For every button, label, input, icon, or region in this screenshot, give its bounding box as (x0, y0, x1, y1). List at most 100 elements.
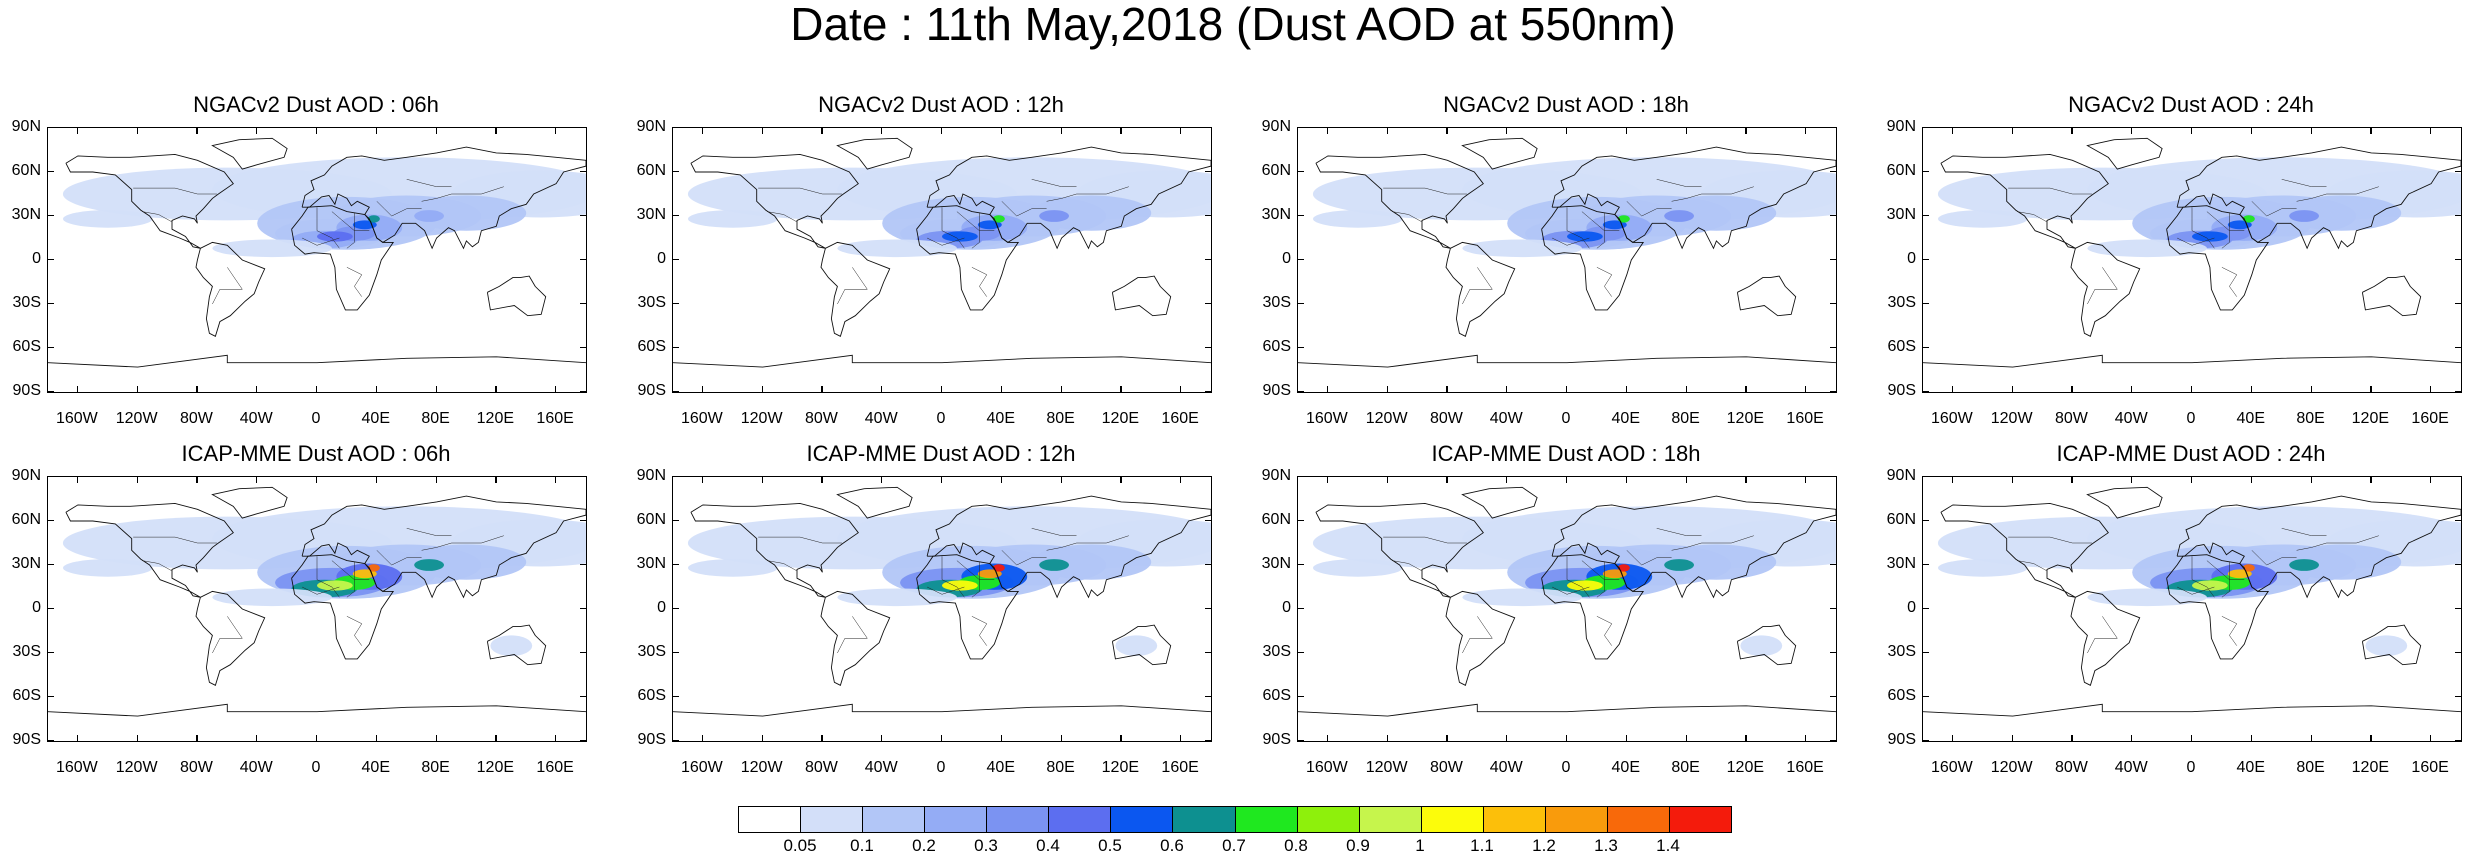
lat-label: 90N (11, 467, 41, 484)
dust-aod-contour (1115, 635, 1158, 656)
coastline (48, 703, 586, 717)
lon-tick (495, 386, 497, 393)
dust-aod-contour (1462, 239, 1582, 258)
lon-tick (1745, 127, 1747, 134)
lon-tick (316, 127, 318, 134)
lat-label: 30S (1262, 294, 1291, 311)
dust-aod-contour (63, 559, 153, 577)
lat-label: 60N (11, 162, 41, 179)
panel-title: ICAP-MME Dust AOD : 24h (2056, 441, 2326, 466)
lon-tick (941, 386, 943, 393)
lon-tick (1386, 127, 1388, 134)
lat-tick (47, 171, 54, 173)
dust-aod-contour (992, 564, 1005, 572)
lon-label: 40W (864, 759, 898, 776)
lat-tick (672, 564, 679, 566)
lat-tick (1297, 391, 1304, 393)
country-border (1656, 528, 1702, 536)
country-border (133, 536, 217, 544)
lat-tick (580, 391, 587, 393)
lon-tick (196, 476, 198, 483)
dust-aod-contour (1617, 564, 1630, 572)
lat-tick (1297, 696, 1304, 698)
lon-tick (2250, 127, 2252, 134)
coastline (1315, 153, 1484, 249)
lon-label: 120E (2351, 759, 2390, 776)
colorbar-box (1235, 807, 1298, 832)
country-border (941, 207, 965, 249)
lon-label: 40E (2236, 759, 2265, 776)
lat-label: 60N (11, 511, 41, 528)
lon-label: 120W (740, 410, 783, 427)
lat-tick (2455, 696, 2462, 698)
country-border (1462, 267, 1493, 305)
coastline (1923, 703, 2461, 717)
lat-tick (2455, 171, 2462, 173)
coastline (301, 146, 586, 250)
lon-tick (375, 386, 377, 393)
coastline (1461, 137, 1538, 170)
colorbar (738, 806, 1732, 833)
country-border (971, 616, 988, 646)
lon-tick (1951, 735, 1954, 742)
lat-tick (1922, 608, 1929, 610)
lat-label: 0 (1282, 250, 1291, 267)
country-border (2087, 616, 2118, 654)
lon-tick (1180, 476, 1182, 483)
lon-label: 80E (1671, 410, 1700, 427)
coastline (1940, 153, 2109, 249)
lon-tick (555, 386, 557, 393)
lat-tick (672, 171, 679, 173)
lon-label: 80W (2054, 410, 2088, 427)
dust-aod-contour (942, 231, 978, 242)
colorbar-label: 1.1 (1470, 836, 1494, 855)
lon-tick (316, 476, 318, 483)
lon-label: 160E (1786, 410, 1824, 427)
dust-aod-contour (1031, 195, 1152, 231)
country-border (2206, 560, 2230, 598)
lon-tick (136, 735, 138, 742)
country-border (971, 267, 988, 297)
country-border (1604, 213, 1620, 231)
lon-label: 0 (936, 410, 946, 427)
lon-tick (701, 476, 704, 483)
dust-aod-contour (367, 215, 380, 223)
dust-aod-contour (63, 210, 153, 228)
lon-tick (2430, 735, 2432, 742)
lon-tick (1326, 386, 1329, 393)
coastline (1298, 703, 1836, 717)
coastline (486, 624, 547, 666)
lat-label: 60S (1262, 338, 1291, 355)
lon-tick (941, 476, 943, 483)
coastline (2176, 495, 2461, 599)
lon-tick (2071, 735, 2073, 742)
lon-tick (941, 127, 943, 134)
panel-title: NGACv2 Dust AOD : 24h (2068, 92, 2314, 117)
dust-aod-contour (414, 210, 444, 222)
lon-tick (2131, 476, 2133, 483)
lat-label: 60N (1886, 511, 1916, 528)
lon-tick (881, 386, 883, 393)
lon-tick (1951, 127, 1954, 134)
coastline (1111, 624, 1172, 666)
lon-tick (2430, 386, 2432, 393)
lon-tick (1506, 127, 1508, 134)
dust-aod-contour (406, 544, 527, 580)
lon-tick (761, 127, 763, 134)
lon-tick (256, 386, 258, 393)
lon-label: 80E (2296, 410, 2325, 427)
lat-tick (580, 476, 587, 478)
lon-label: 0 (311, 410, 321, 427)
country-border (346, 267, 363, 297)
dust-aod-contour (406, 195, 527, 231)
lon-tick (1685, 127, 1687, 134)
lat-tick (2455, 740, 2462, 742)
lat-label: 90S (12, 731, 41, 748)
coastline (2086, 137, 2163, 170)
country-border (1001, 201, 1047, 217)
country-border (926, 586, 965, 595)
lon-tick (1000, 735, 1002, 742)
colorbar-box (1483, 807, 1546, 832)
lat-label: 0 (32, 250, 41, 267)
lon-tick (2191, 386, 2193, 393)
